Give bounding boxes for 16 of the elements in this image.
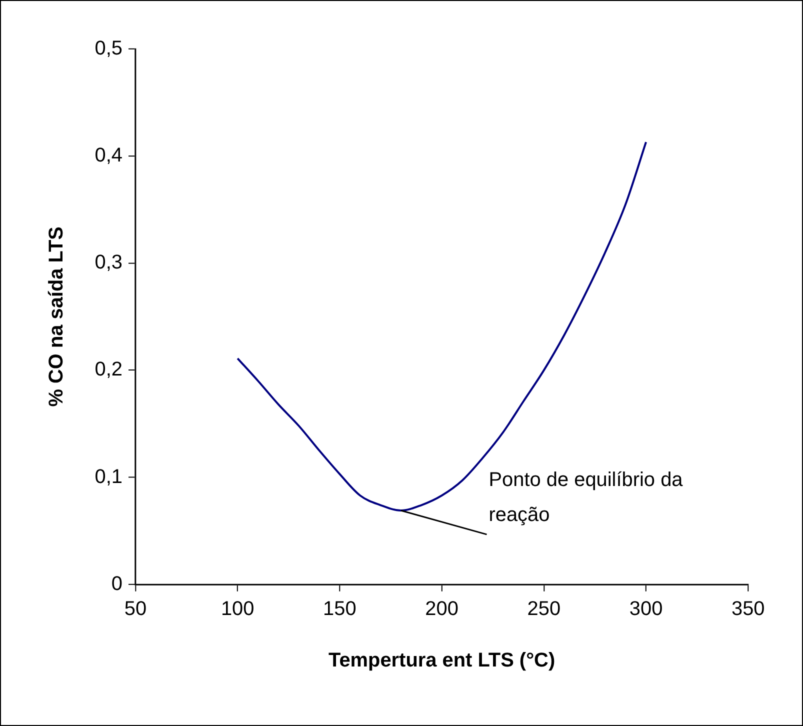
- y-tick-label: 0,5: [94, 37, 122, 60]
- x-tick-label: 350: [732, 598, 765, 620]
- y-tick-label: 0: [111, 572, 122, 595]
- y-tick-label: 0,3: [94, 252, 122, 274]
- x-tick-label: 50: [124, 598, 147, 620]
- y-tick-label: 0,1: [94, 466, 122, 488]
- x-axis-title: Tempertura ent LTS (°C): [328, 650, 556, 672]
- x-tick-label: 300: [629, 598, 663, 620]
- y-axis-title: % CO na saída LTS: [45, 226, 68, 407]
- x-tick-label: 150: [323, 598, 356, 620]
- annotation: Ponto de equilíbrio da reação: [488, 469, 684, 526]
- x-tick-label: 250: [527, 598, 561, 620]
- x-tick-label: 100: [220, 598, 254, 620]
- y-tick-label: 0,2: [94, 358, 122, 381]
- y-tick-label: 0,4: [94, 144, 122, 166]
- x-tick-label: 200: [425, 598, 458, 620]
